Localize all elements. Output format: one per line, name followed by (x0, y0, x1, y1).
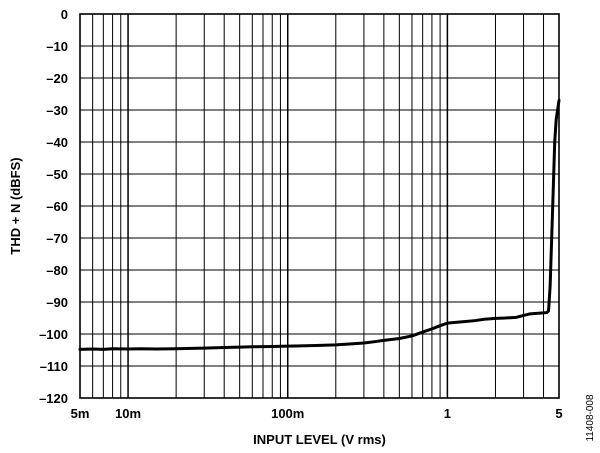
chart-grid (80, 14, 559, 398)
x-axis-ticks: 5m 10m 100m 1 5 (71, 406, 563, 421)
y-tick-label: –40 (46, 135, 68, 150)
x-tick-label: 1 (444, 406, 451, 421)
series-line (78, 98, 561, 351)
y-tick-label: –50 (46, 167, 68, 182)
x-tick-label: 100m (271, 406, 304, 421)
y-tick-label: 0 (61, 7, 68, 22)
y-tick-label: –60 (46, 199, 68, 214)
y-tick-label: –100 (39, 327, 68, 342)
figure-id: 11408-008 (585, 394, 596, 442)
y-tick-label: –80 (46, 263, 68, 278)
y-tick-label: –70 (46, 231, 68, 246)
y-axis-title: THD + N (dBFS) (8, 157, 23, 254)
y-tick-label: –20 (46, 71, 68, 86)
y-tick-label: –30 (46, 103, 68, 118)
y-tick-label: –120 (39, 391, 68, 406)
y-axis-ticks: 0 –10 –20 –30 –40 –50 –60 –70 –80 –90 –100 –110 –120 (39, 7, 68, 406)
x-tick-label: 5 (555, 406, 562, 421)
x-axis-title: INPUT LEVEL (V rms) (253, 432, 386, 447)
y-tick-label: –110 (40, 359, 68, 374)
x-tick-label: 10m (115, 406, 141, 421)
x-tick-label: 5m (71, 406, 90, 421)
plot-frame (79, 13, 560, 399)
y-tick-label: –90 (46, 295, 68, 310)
y-tick-label: –10 (46, 39, 68, 54)
